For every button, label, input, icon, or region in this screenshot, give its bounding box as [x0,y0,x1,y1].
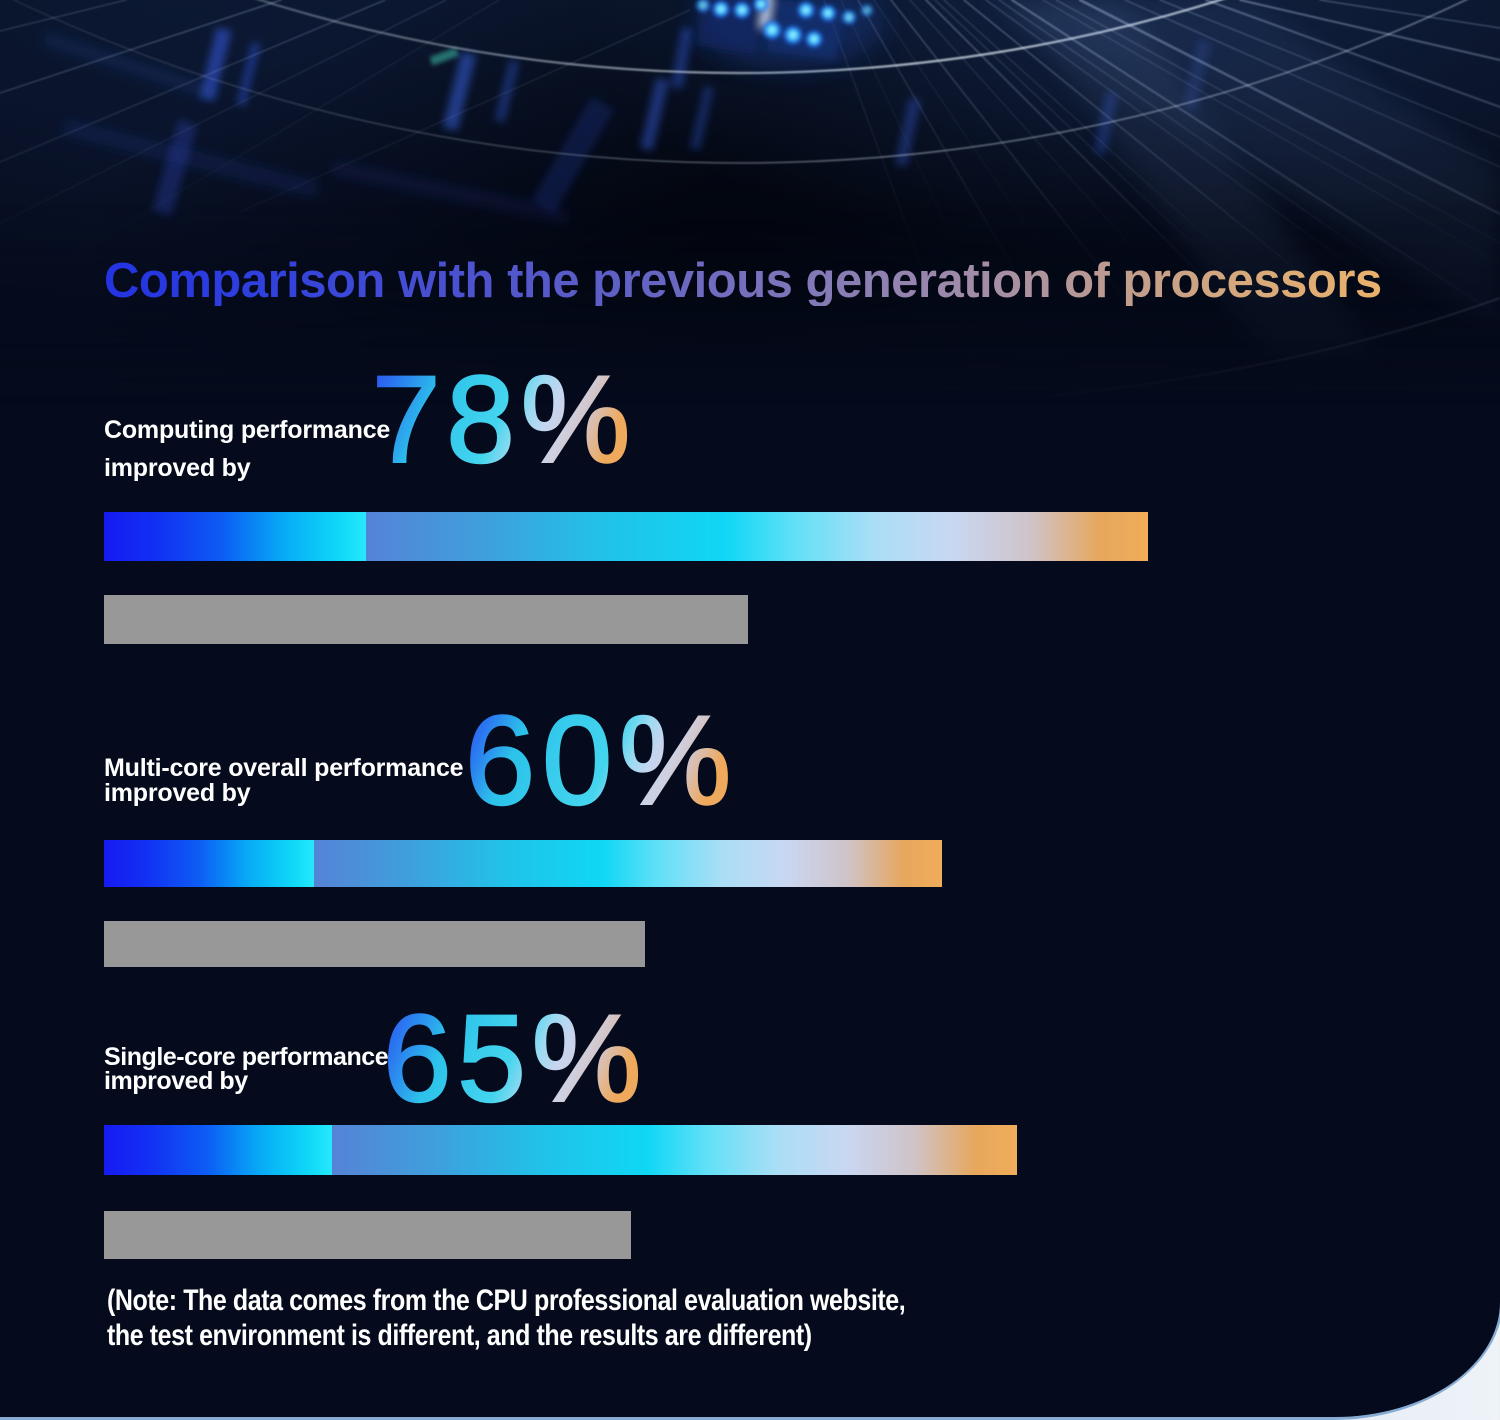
svg-text:60%: 60% [465,690,738,831]
svg-text:78%: 78% [372,352,636,489]
svg-text:65%: 65% [383,991,647,1128]
